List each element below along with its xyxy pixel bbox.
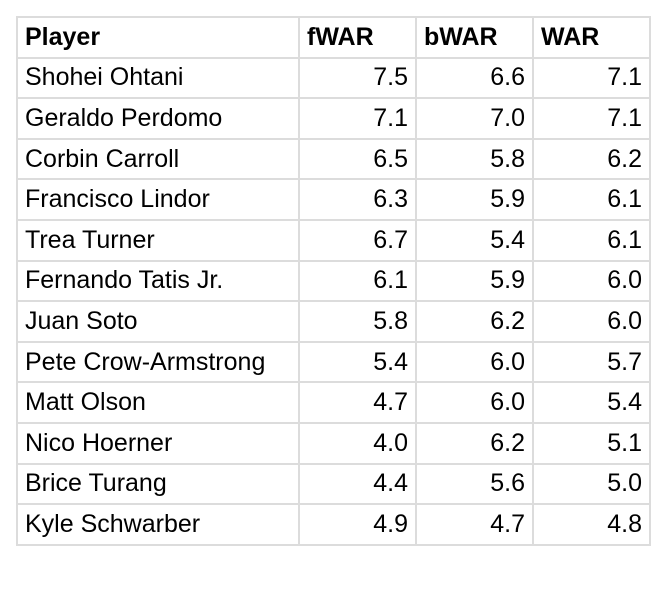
fwar-cell: 6.1 [298,259,417,303]
table-row: Kyle Schwarber 4.9 4.7 4.8 [16,503,651,546]
bwar-cell: 5.9 [415,178,534,221]
war-cell: 6.1 [532,178,651,221]
war-cell: 5.0 [532,462,651,506]
fwar-cell: 4.7 [298,381,417,424]
player-name-cell: Francisco Lindor [16,178,300,221]
war-cell: 6.0 [532,259,651,303]
war-cell: 6.0 [532,300,651,343]
table-row: Trea Turner 6.7 5.4 6.1 [16,218,651,262]
column-header-bwar: bWAR [415,16,534,59]
fwar-cell: 4.0 [298,421,417,465]
table-row: Francisco Lindor 6.3 5.9 6.1 [16,178,651,221]
war-table-container: Player fWAR bWAR WAR Shohei Ohtani 7.5 6… [16,16,651,546]
table-row: Geraldo Perdomo 7.1 7.0 7.1 [16,97,651,140]
player-name-cell: Kyle Schwarber [16,503,300,546]
player-name-cell: Matt Olson [16,381,300,424]
fwar-cell: 6.3 [298,178,417,221]
war-cell: 7.1 [532,56,651,100]
table-row: Shohei Ohtani 7.5 6.6 7.1 [16,56,651,100]
column-header-war: WAR [532,16,651,59]
table-row: Fernando Tatis Jr. 6.1 5.9 6.0 [16,259,651,303]
table-row: Brice Turang 4.4 5.6 5.0 [16,462,651,506]
bwar-cell: 5.9 [415,259,534,303]
fwar-cell: 4.4 [298,462,417,506]
bwar-cell: 5.8 [415,137,534,181]
fwar-cell: 5.4 [298,340,417,384]
war-cell: 6.2 [532,137,651,181]
fwar-cell: 5.8 [298,300,417,343]
column-header-player: Player [16,16,300,59]
war-cell: 4.8 [532,503,651,546]
table-row: Pete Crow-Armstrong 5.4 6.0 5.7 [16,340,651,384]
player-name-cell: Shohei Ohtani [16,56,300,100]
player-name-cell: Brice Turang [16,462,300,506]
fwar-cell: 6.7 [298,218,417,262]
table-row: Juan Soto 5.8 6.2 6.0 [16,300,651,343]
table-row: Nico Hoerner 4.0 6.2 5.1 [16,421,651,465]
player-name-cell: Pete Crow-Armstrong [16,340,300,384]
war-table: Player fWAR bWAR WAR Shohei Ohtani 7.5 6… [16,16,651,546]
bwar-cell: 7.0 [415,97,534,140]
bwar-cell: 6.2 [415,300,534,343]
player-name-cell: Nico Hoerner [16,421,300,465]
bwar-cell: 6.2 [415,421,534,465]
table-row: Matt Olson 4.7 6.0 5.4 [16,381,651,424]
bwar-cell: 4.7 [415,503,534,546]
war-cell: 7.1 [532,97,651,140]
bwar-cell: 6.0 [415,381,534,424]
war-cell: 6.1 [532,218,651,262]
player-name-cell: Corbin Carroll [16,137,300,181]
war-cell: 5.1 [532,421,651,465]
bwar-cell: 5.4 [415,218,534,262]
player-name-cell: Juan Soto [16,300,300,343]
table-row: Corbin Carroll 6.5 5.8 6.2 [16,137,651,181]
fwar-cell: 7.5 [298,56,417,100]
column-header-fwar: fWAR [298,16,417,59]
war-cell: 5.4 [532,381,651,424]
fwar-cell: 7.1 [298,97,417,140]
fwar-cell: 4.9 [298,503,417,546]
player-name-cell: Fernando Tatis Jr. [16,259,300,303]
player-name-cell: Geraldo Perdomo [16,97,300,140]
war-cell: 5.7 [532,340,651,384]
table-body: Shohei Ohtani 7.5 6.6 7.1 Geraldo Perdom… [16,56,651,546]
bwar-cell: 5.6 [415,462,534,506]
bwar-cell: 6.6 [415,56,534,100]
bwar-cell: 6.0 [415,340,534,384]
player-name-cell: Trea Turner [16,218,300,262]
table-header-row: Player fWAR bWAR WAR [16,16,651,59]
fwar-cell: 6.5 [298,137,417,181]
